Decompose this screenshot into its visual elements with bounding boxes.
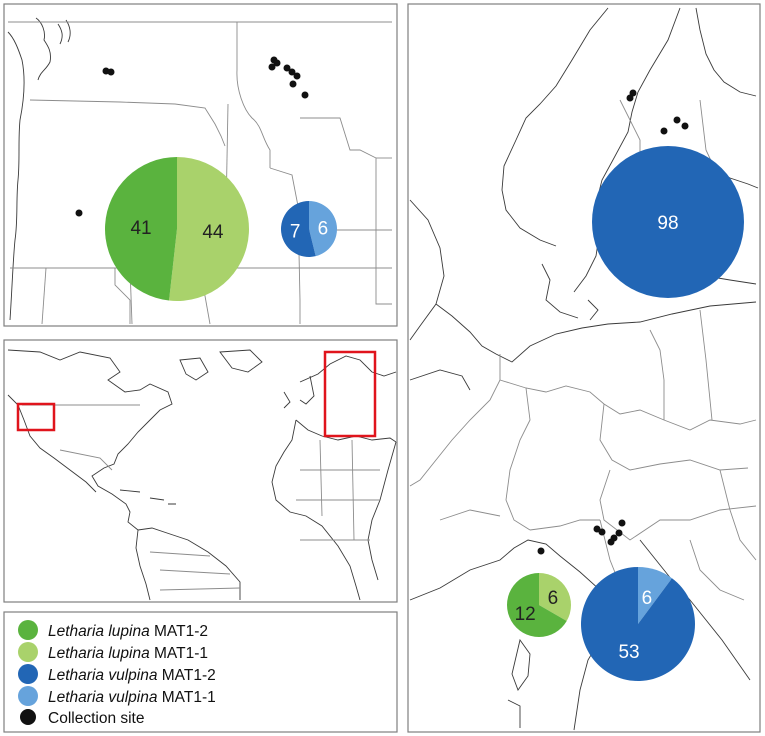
pie-label-mat1-2: 98 [657, 213, 678, 234]
collection-site [598, 528, 606, 536]
world-coastlines [7, 349, 397, 601]
pie-label-mat1-2: 12 [515, 604, 536, 625]
legend-item-lupina-mat11: Letharia lupina MAT1-1 [18, 642, 208, 662]
pie-slice-mat1-2 [507, 573, 567, 637]
legend-label: Letharia lupina MAT1-1 [48, 645, 208, 662]
collection-site [660, 127, 668, 135]
legend-frame [3, 611, 398, 733]
collection-site [107, 68, 115, 76]
collection-site [273, 59, 281, 67]
collection-site [537, 547, 545, 555]
pie-label-mat1-1: 6 [548, 588, 559, 609]
world-borders [22, 404, 380, 591]
panel-europe: 98 12 6 53 6 [407, 3, 761, 733]
collection-site [288, 68, 296, 76]
collection-sites-north-america [75, 56, 309, 217]
pie-slice-mat1-1 [539, 573, 572, 621]
pie-label-mat1-1: 6 [642, 588, 653, 609]
collection-site [626, 94, 634, 102]
pie-slice-mat1-2 [105, 157, 177, 301]
collection-sites-scandinavia [626, 89, 689, 135]
pie-slice-mat1-2 [280, 201, 316, 258]
collection-site [681, 122, 689, 130]
pie-slice-mat1-1 [638, 567, 672, 624]
pie-slice-mat1-2 [581, 567, 696, 681]
collection-site [75, 209, 83, 217]
legend-swatch [18, 642, 38, 662]
coastline [7, 17, 71, 321]
legend-label: Letharia vulpina MAT1-1 [48, 689, 216, 706]
pie-slice-mat1-1 [169, 157, 250, 302]
pie-label-mat1-2: 7 [290, 222, 301, 243]
legend-item-lupina-mat12: Letharia lupina MAT1-2 [18, 620, 208, 640]
collection-site [673, 116, 681, 124]
pie-label-mat1-1: 44 [202, 222, 224, 243]
europe-borders [409, 99, 757, 601]
panel-world-frame [3, 339, 398, 603]
panel-world [3, 339, 398, 603]
legend-swatch [18, 664, 38, 684]
collection-site [283, 64, 291, 72]
legend-item-vulpina-mat12: Letharia vulpina MAT1-2 [18, 664, 216, 684]
pie-label-mat1-1: 6 [318, 218, 329, 239]
legend-item-collection-site: Collection site [20, 709, 145, 727]
collection-site [268, 63, 276, 71]
collection-site [618, 519, 626, 527]
pie-vulpina-scandinavia: 98 [592, 146, 744, 298]
legend-label: Letharia lupina MAT1-2 [48, 623, 208, 640]
legend-swatch [20, 709, 36, 725]
highlight-box-europe [323, 350, 377, 438]
pie-vulpina-alps: 53 6 [581, 567, 696, 681]
legend-item-vulpina-mat11: Letharia vulpina MAT1-1 [18, 686, 216, 706]
pie-lupina-alps: 12 6 [507, 573, 572, 637]
pie-slice-mat1-2 [592, 146, 744, 298]
pie-label-mat1-2: 53 [618, 642, 639, 663]
collection-site [289, 80, 297, 88]
collection-site [293, 72, 301, 80]
legend-swatch [18, 620, 38, 640]
pie-slice-mat1-1 [309, 201, 337, 257]
collection-site [301, 91, 309, 99]
collection-sites-alps [537, 519, 626, 555]
legend-label: Letharia vulpina MAT1-2 [48, 667, 216, 684]
legend-swatch [18, 686, 38, 706]
collection-site [607, 538, 615, 546]
pie-label-mat1-2: 41 [130, 218, 151, 239]
highlight-box-north-america [16, 402, 56, 432]
legend: Letharia lupina MAT1-2 Letharia lupina M… [3, 611, 398, 733]
legend-label: Collection site [48, 710, 145, 727]
pie-lupina-north-america: 41 44 [105, 157, 250, 302]
collection-site [615, 529, 623, 537]
